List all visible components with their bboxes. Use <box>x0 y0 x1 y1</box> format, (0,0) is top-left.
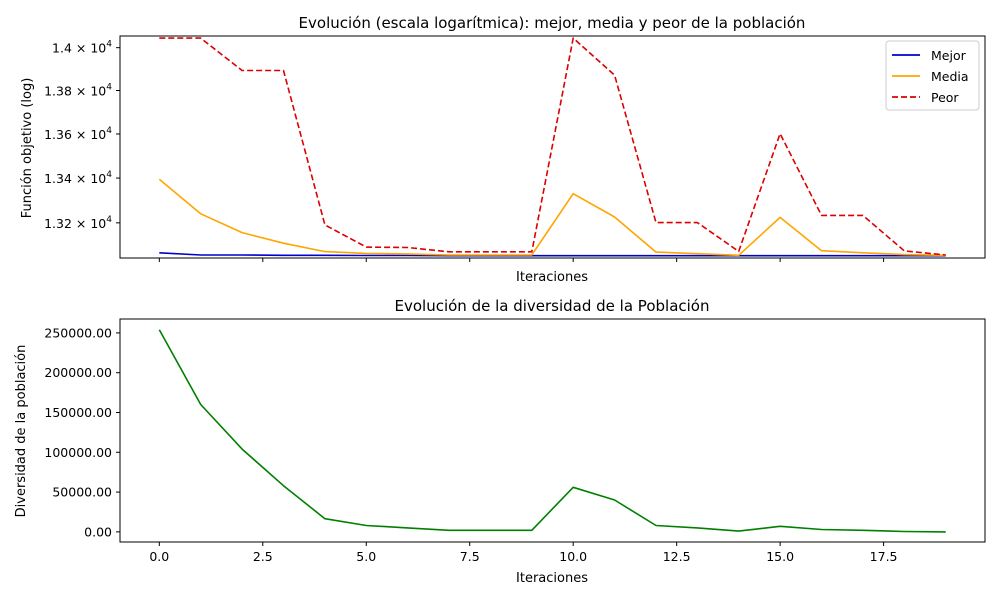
y-tick-label: 1.32 × 104 <box>44 215 112 231</box>
y-tick-label: 1.4 × 104 <box>52 40 112 56</box>
y-tick-label: 50000.00 <box>52 485 112 500</box>
x-tick-label: 12.5 <box>663 549 691 564</box>
chart-top-frame <box>119 35 986 259</box>
series-line-diversidad <box>158 329 946 533</box>
chart-bottom-x-ticks: 0.0 2.5 5.0 7.5 10.0 12.5 15.0 17.5 <box>149 542 898 564</box>
chart-top-series <box>158 37 946 257</box>
y-tick-label: 250000.00 <box>44 325 112 340</box>
chart-top-y-label: Función objetivo (log) <box>20 78 35 219</box>
chart-top-x-ticks <box>158 258 885 262</box>
chart-top-x-label: Iteraciones <box>516 270 588 285</box>
legend-media-label: Media <box>931 69 969 84</box>
y-tick-label: 100000.00 <box>44 445 112 460</box>
x-tick-label: 17.5 <box>870 549 898 564</box>
chart-bottom-y-ticks: 0.00 50000.00 100000.00 150000.00 200000.00 2… <box>44 325 120 539</box>
chart-top: Evolución (escala logarítmica): mejor, m… <box>20 14 986 285</box>
y-tick-label: 0.00 <box>84 524 112 539</box>
legend-mejor-label: Mejor <box>931 48 967 63</box>
chart-bottom-y-label: Diversidad de la población <box>14 345 29 518</box>
chart-bottom: Evolución de la diversidad de la Poblaci… <box>14 297 986 586</box>
x-tick-label: 5.0 <box>356 549 376 564</box>
legend-peor-label: Peor <box>931 90 959 105</box>
y-tick-label: 200000.00 <box>44 365 112 380</box>
series-line-peor <box>159 37 946 256</box>
x-tick-label: 15.0 <box>766 549 794 564</box>
y-tick-label: 1.36 × 104 <box>44 126 112 142</box>
y-tick-label: 1.34 × 104 <box>44 170 112 186</box>
x-tick-label: 10.0 <box>559 549 587 564</box>
y-tick-label: 1.38 × 104 <box>44 83 112 99</box>
legend-box <box>885 40 980 111</box>
chart-bottom-frame <box>119 318 986 543</box>
series-line-media <box>158 178 946 257</box>
x-tick-label: 2.5 <box>253 549 273 564</box>
chart-top-y-ticks: 1.32 × 104 1.34 × 104 1.36 × 104 1.38 × 104… <box>44 40 120 231</box>
chart-top-legend: Mejor Media Peor <box>885 40 980 111</box>
chart-bottom-series <box>158 329 946 533</box>
y-tick-label: 150000.00 <box>44 405 112 420</box>
x-tick-label: 0.0 <box>149 549 169 564</box>
x-tick-label: 7.5 <box>460 549 480 564</box>
chart-bottom-title: Evolución de la diversidad de la Poblaci… <box>395 297 710 315</box>
series-line-mejor <box>159 252 946 257</box>
chart-top-title: Evolución (escala logarítmica): mejor, m… <box>299 14 806 32</box>
chart-bottom-x-label: Iteraciones <box>516 571 588 586</box>
